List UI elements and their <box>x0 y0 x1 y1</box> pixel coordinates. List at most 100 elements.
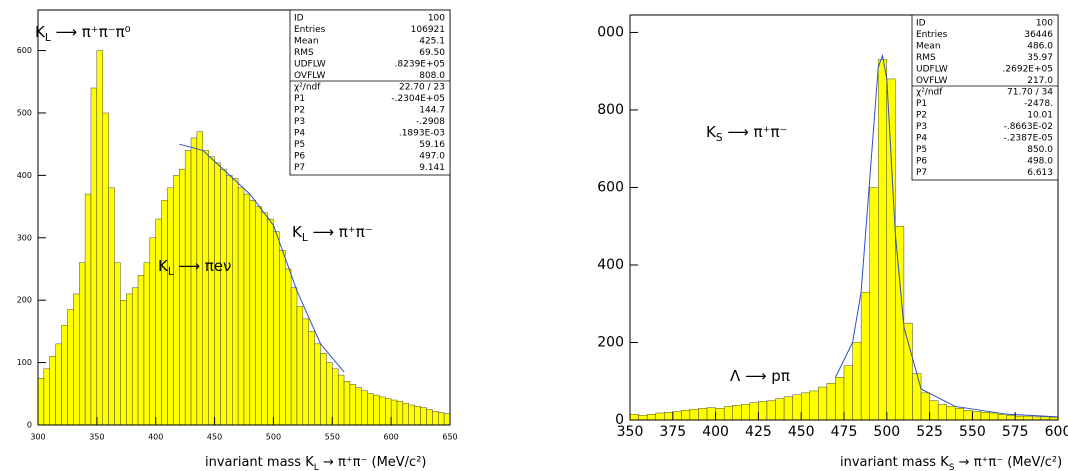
y-tick-label: 200 <box>597 334 624 350</box>
x-axis-label: invariant mass KS → π⁺π⁻ (MeV/c²) <box>840 455 1062 471</box>
histogram-bar <box>629 413 639 421</box>
histogram-bar <box>55 343 62 426</box>
histogram-bar <box>179 168 186 426</box>
x-axis-label-sub: S <box>949 463 955 471</box>
annotation-rest: ⟶ π⁺π⁻ <box>723 123 788 141</box>
histogram-bar <box>249 200 256 426</box>
x-tick-label: 350 <box>617 424 644 440</box>
histogram-bar <box>672 411 682 421</box>
histogram-bar <box>929 400 939 421</box>
histogram-bar <box>37 377 45 426</box>
stats-value: 71.70 / 34 <box>1007 88 1053 98</box>
y-tick-label: 100 <box>17 358 32 367</box>
x-tick-label: 500 <box>873 424 900 440</box>
histogram-bar <box>184 150 192 426</box>
annotation-sub: S <box>716 132 723 144</box>
histogram-bar <box>120 299 127 426</box>
stats-value: 808.0 <box>419 71 445 81</box>
x-tick-label: 550 <box>959 424 986 440</box>
x-tick-label: 500 <box>266 433 281 442</box>
annotation: KL ⟶ πeν <box>158 257 231 279</box>
histogram-bar <box>61 324 68 426</box>
histogram-bar <box>426 409 433 426</box>
histogram-bar <box>102 112 109 426</box>
stats-label: P6 <box>916 157 927 167</box>
x-tick-label: 600 <box>1045 424 1068 440</box>
x-tick-label: 575 <box>1002 424 1029 440</box>
histogram-bar <box>638 415 648 421</box>
stats-label: P1 <box>916 99 927 109</box>
histogram-bar <box>843 365 853 421</box>
x-tick-label: 650 <box>442 433 457 442</box>
stats-value: 69.50 <box>419 48 445 58</box>
histogram-bar <box>946 406 956 421</box>
histogram-bar <box>126 293 133 426</box>
histogram-bar <box>355 387 362 426</box>
histogram-bar <box>379 396 386 426</box>
histogram-bar <box>302 318 309 426</box>
histogram-bar <box>296 306 304 426</box>
histogram-bar <box>43 368 50 426</box>
x-axis-label-sub: L <box>314 463 320 471</box>
annotation-main: Λ ⟶ pπ <box>730 367 790 385</box>
histogram-bar <box>279 250 286 426</box>
y-tick-label: 200 <box>17 296 32 305</box>
histogram-bar <box>173 175 180 426</box>
histogram-bar <box>243 193 251 426</box>
x-axis-label-rest: → π⁺π⁻ (MeV/c²) <box>319 455 427 470</box>
stats-value: -.2387E-05 <box>1004 134 1053 144</box>
stats-value: 59.16 <box>419 140 445 150</box>
stats-value: 497.0 <box>419 152 445 162</box>
histogram-bar <box>955 408 965 421</box>
stats-value: -.2908 <box>416 117 445 127</box>
stats-box <box>289 9 451 176</box>
histogram-bar <box>443 413 451 426</box>
x-tick-label: 350 <box>89 433 104 442</box>
stats-label: Entries <box>294 25 326 35</box>
stats-label: UDFLW <box>294 60 326 70</box>
annotation-main: K <box>158 257 169 275</box>
histogram-bar <box>408 404 415 426</box>
x-tick-label: 300 <box>30 433 45 442</box>
plot-frame <box>37 9 451 426</box>
histogram-bar <box>226 175 233 426</box>
stats-label: UDFLW <box>916 65 948 75</box>
stats-label: Mean <box>294 37 319 47</box>
histogram-bar <box>326 362 333 426</box>
histogram-bar <box>337 374 345 426</box>
annotation-sub: L <box>168 266 174 278</box>
stats-label: P4 <box>916 134 927 144</box>
y-tick-label: 300 <box>17 233 32 242</box>
stats-value: -.2304E+05 <box>391 94 445 104</box>
stats-value: 100 <box>1036 19 1053 29</box>
stats-value: 36446 <box>1024 30 1053 40</box>
x-axis-label-main: invariant mass K <box>205 455 314 470</box>
histogram-bar <box>860 291 870 421</box>
stats-value: 100 <box>428 14 445 24</box>
histogram-bar <box>314 343 321 426</box>
stats-label: P2 <box>916 111 927 121</box>
histogram-bar <box>220 168 227 426</box>
histogram-bar <box>869 187 879 421</box>
stats-label: OVFLW <box>294 71 325 81</box>
x-tick-label: 550 <box>325 433 340 442</box>
histogram-bar <box>878 59 887 421</box>
stats-value: .2692E+05 <box>1003 65 1053 75</box>
stats-value: 425.1 <box>419 37 445 47</box>
histogram-bar <box>255 206 262 426</box>
histogram-bar <box>972 411 982 421</box>
histogram-bar <box>308 331 315 426</box>
stats-label: RMS <box>294 48 314 58</box>
histogram-bar <box>818 386 828 421</box>
x-tick-label: 475 <box>831 424 858 440</box>
stats-value: 35.97 <box>1027 53 1053 63</box>
stats-value: .1893E-03 <box>399 129 445 139</box>
x-tick-label: 425 <box>745 424 772 440</box>
annotation-rest: ⟶ πeν <box>174 257 232 275</box>
histogram-bar <box>232 178 239 426</box>
histogram-bar <box>202 150 209 426</box>
x-tick-label: 450 <box>788 424 815 440</box>
histogram-bar <box>1023 415 1033 421</box>
histogram-bar <box>78 262 86 426</box>
